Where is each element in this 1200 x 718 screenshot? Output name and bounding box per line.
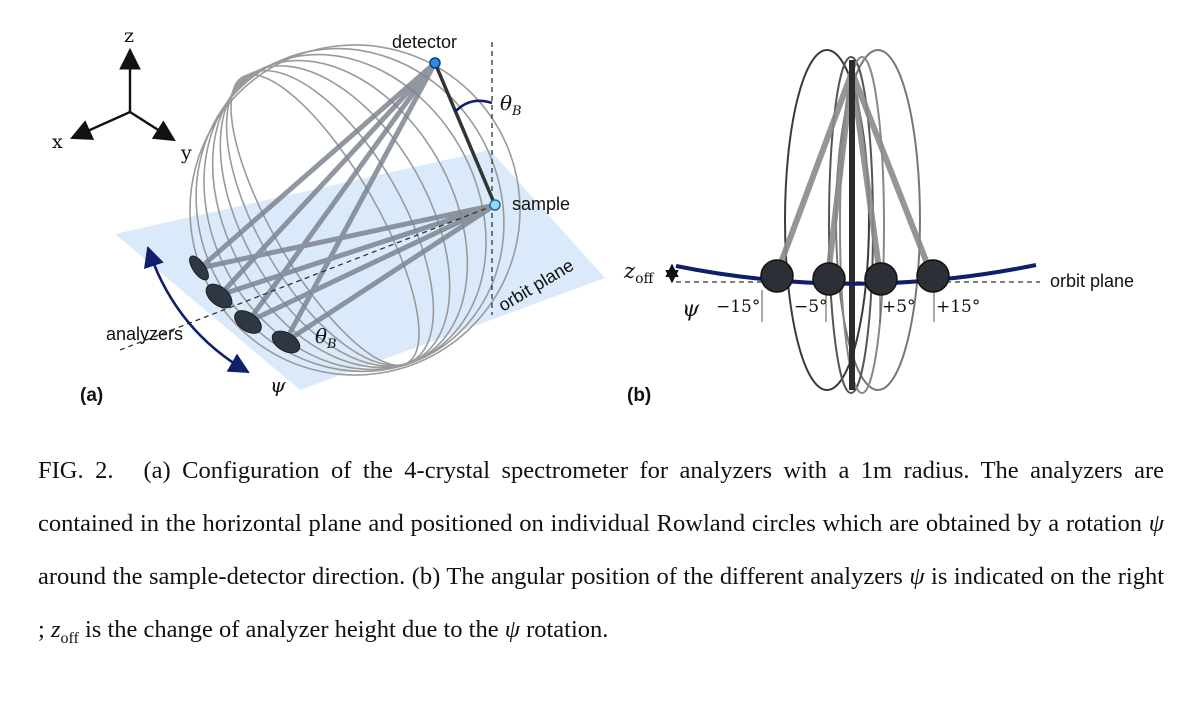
angle-plus-15: +15° — [936, 297, 980, 317]
caption-text-5: rotation. — [519, 616, 609, 643]
axis-y-label: y — [180, 142, 192, 164]
detector-sample-line — [433, 62, 497, 206]
caption-psi-3: ψ — [504, 616, 520, 643]
axis-x-label: x — [52, 131, 63, 153]
caption-label: FIG. 2. — [38, 457, 114, 484]
orbit-curve — [675, 263, 1037, 286]
panel-b-letter: (b) — [627, 385, 651, 406]
psi-label-b: ψ — [682, 297, 700, 322]
caption-psi-1: ψ — [1148, 510, 1164, 537]
panel-b: zoff orbit plane ψ −15° −5° +5° +15° (b) — [623, 49, 1134, 406]
caption-text-2: around the sample-detector direction. (b… — [38, 563, 910, 590]
caption-psi-2: ψ — [909, 563, 925, 590]
beam-lines — [198, 61, 497, 345]
detector-dot — [429, 57, 441, 69]
z-off-label: zoff — [623, 259, 655, 287]
psi-label-a: ψ — [270, 373, 286, 397]
figure-caption: FIG. 2. (a) Configuration of the 4-crysta… — [38, 444, 1164, 665]
caption-zoff-z: z — [50, 616, 61, 643]
panel-a: z x y — [52, 25, 605, 406]
beam-lines-b — [773, 70, 935, 278]
angle-plus-5: +5° — [882, 297, 916, 317]
theta-b-arc-top — [454, 99, 493, 113]
psi-rotation-arrow — [143, 246, 250, 374]
analyzers-label: analyzers — [106, 324, 183, 344]
caption-text-3: is indicated on the right ; — [38, 563, 1165, 643]
angle-minus-5: −5° — [794, 297, 828, 317]
rowland-ellipses-b — [784, 49, 921, 394]
caption-text-1: (a) Configuration of the 4-crystal spect… — [38, 457, 1165, 537]
theta-b-label-bottom: θB — [315, 324, 337, 352]
axes-triad: z x y — [52, 25, 192, 164]
orbit-plane-label-b: orbit plane — [1050, 271, 1134, 291]
caption-text-4: is the change of analyzer height due to … — [78, 616, 505, 643]
theta-b-label-top: θB — [500, 91, 522, 119]
angle-minus-15: −15° — [716, 297, 760, 317]
figure: z x y — [52, 25, 1134, 406]
panel-a-letter: (a) — [80, 385, 103, 406]
sample-label: sample — [512, 194, 570, 214]
caption-zoff-sub: off — [60, 629, 79, 647]
sample-dot — [489, 199, 501, 211]
axis-z-label: z — [124, 25, 134, 47]
analyzer-spheres — [760, 259, 950, 296]
detector-label: detector — [392, 32, 457, 52]
